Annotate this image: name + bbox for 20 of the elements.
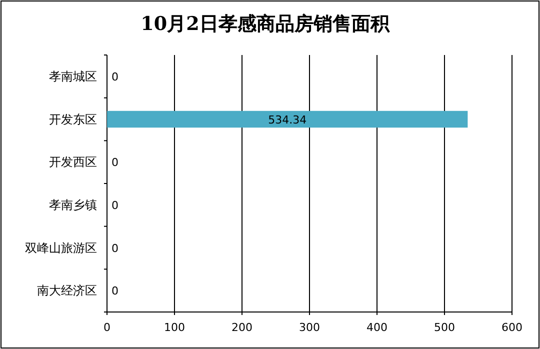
data-label: 534.34 [268,113,307,126]
x-tick-label: 300 [299,321,320,334]
data-label: 0 [112,284,118,298]
y-tick-label: 开发西区 [49,155,97,170]
x-tick-label: 400 [366,321,388,334]
data-label: 0 [112,198,118,212]
x-tick-label: 200 [232,321,252,334]
y-tick-label: 孝南乡镇 [49,198,97,212]
x-tick-label: 500 [434,321,455,334]
data-label: 0 [112,70,118,84]
x-tick-label: 600 [502,321,522,334]
y-tick-label: 开发东区 [49,112,97,126]
data-label: 0 [112,242,118,255]
y-tick-label: 双峰山旅游区 [25,240,97,255]
chart-title: 10月2日孝感商品房销售面积 [140,13,390,35]
data-label: 0 [112,156,118,170]
y-tick-label: 南大经济区 [37,284,97,298]
x-tick-label: 100 [164,321,185,334]
x-tick-label: 0 [104,321,110,334]
y-tick-label: 孝南城区 [49,69,97,84]
